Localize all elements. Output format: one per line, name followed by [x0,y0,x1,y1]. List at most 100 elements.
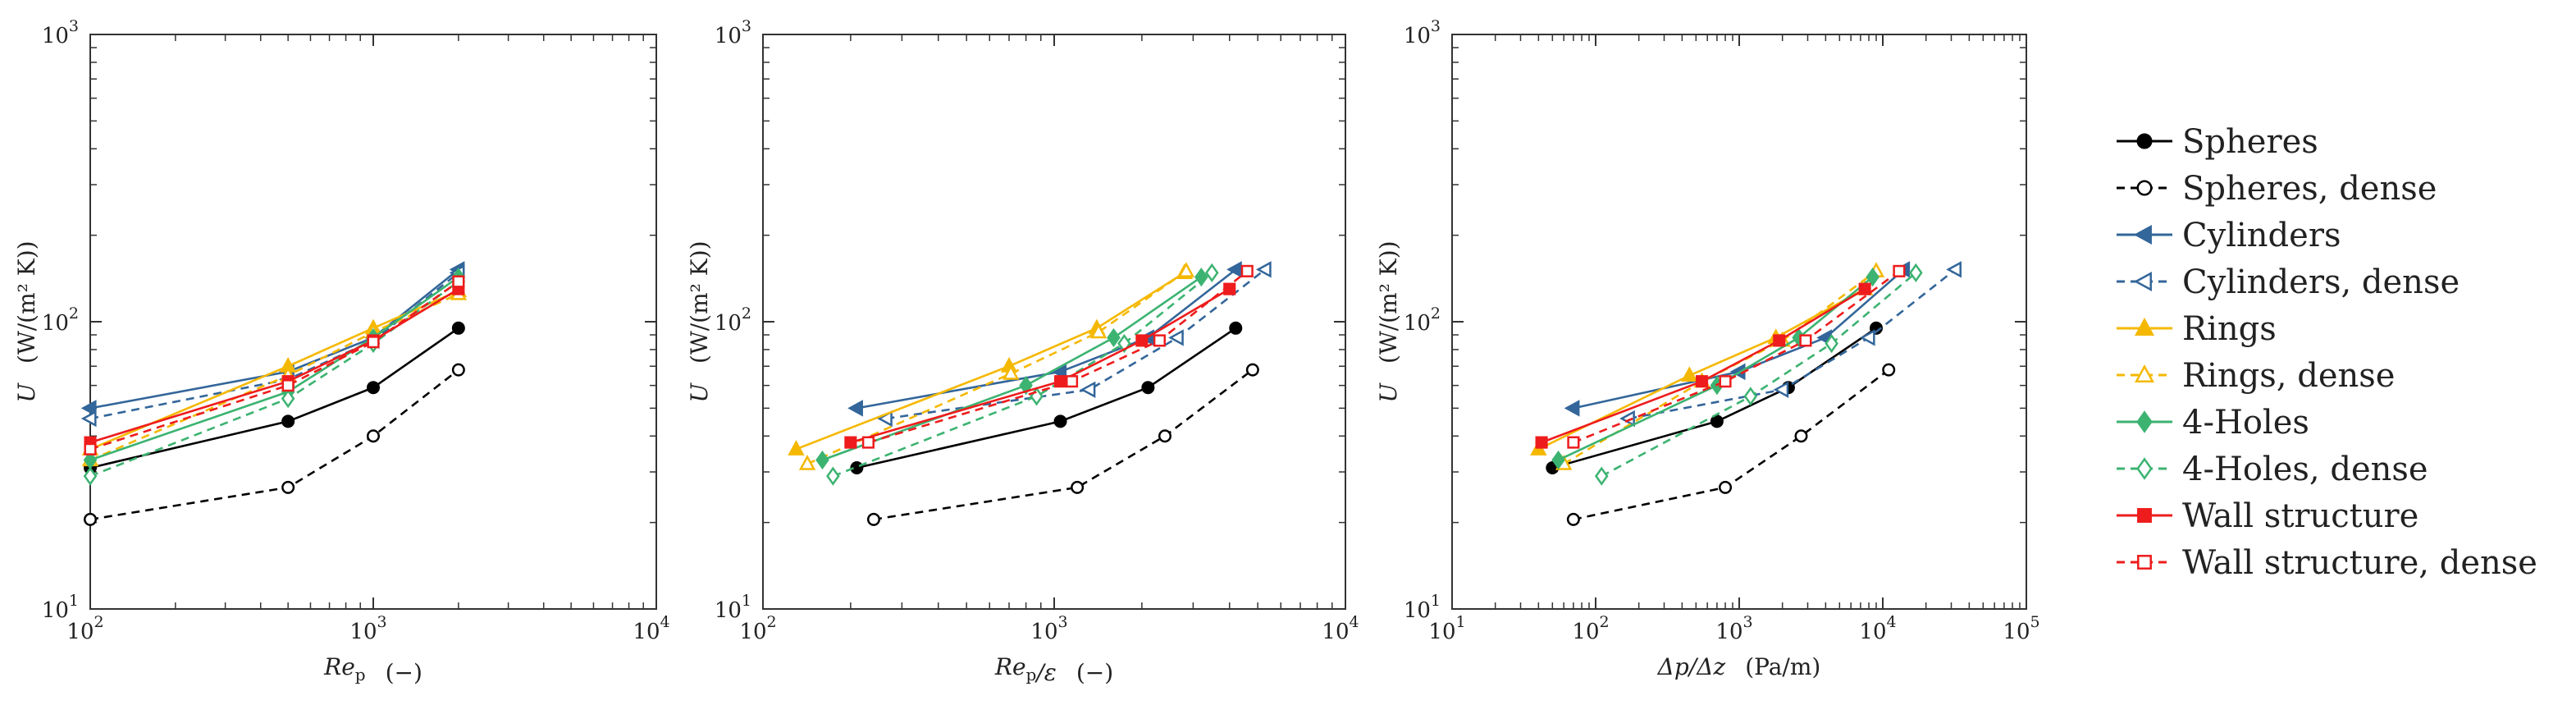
series-line [1551,327,1877,469]
x-tick-exp: 3 [377,613,387,631]
x-tick-label: 101 [1428,613,1465,644]
x-tick-label: 104 [1322,613,1359,644]
legend: Spheres Spheres, dense Cylinders Cylinders,… [2117,123,2537,582]
series-line [850,287,1231,444]
data-point [1053,414,1067,428]
x-tick-exp: 4 [1887,613,1897,631]
series-line [1573,369,1889,521]
x-tick-exp: 3 [1743,613,1753,631]
x-axis-label-unit: (Pa/m) [1745,653,1820,680]
series-line [1601,272,1917,478]
data-point [826,466,840,486]
legend-entry-spheres-dense: Spheres, dense [2117,170,2437,208]
y-tick-base: 10 [715,24,742,48]
series-line [1573,268,1905,410]
series-line [1573,270,1900,444]
data-point [1564,400,1580,417]
series-line [89,280,459,451]
x-axis-label: Rep (−) [323,653,422,686]
legend-label: Rings [2182,310,2277,348]
legend-marker [2136,180,2153,196]
data-point [1107,327,1121,348]
data-point [1893,264,1906,277]
y-tick-exp: 1 [69,592,79,610]
data-point [1567,436,1580,449]
series-line [822,276,1203,461]
series-line [873,369,1254,521]
data-point [1681,366,1698,382]
legend-entry-rings-dense: Rings, dense [2117,357,2395,395]
data-point [861,436,875,449]
x-tick-base: 10 [66,620,94,644]
y-tick-label: 102 [715,304,751,336]
legend-marker [2133,224,2152,245]
x-tick-label: 105 [2003,613,2039,644]
series-spheres-dense [866,363,1259,526]
x-tick-base: 10 [1030,620,1057,644]
legend-entry-rings: Rings [2117,310,2277,348]
x-axis-label-main: Re [994,653,1026,680]
x-tick-base: 10 [1572,620,1599,644]
data-point [1080,381,1096,399]
data-point [798,455,816,470]
series-line [886,268,1266,420]
legend-label: Cylinders, dense [2182,263,2460,301]
y-tick-exp: 2 [69,304,79,323]
x-tick-exp: 2 [1600,613,1610,631]
legend-entry-4-holes-dense: 4-Holes, dense [2117,451,2428,488]
data-point [1909,263,1923,283]
legend-label: 4-Holes [2182,404,2309,442]
y-axis-label: U (W/(m² K)) [1375,240,1402,402]
data-point [1240,264,1254,277]
y-axis-label-unit: (W/(m² K)) [686,240,713,364]
y-tick-label: 102 [1404,304,1441,336]
y-tick-label: 103 [1404,17,1441,48]
x-tick-base: 10 [1859,620,1886,644]
data-point [1594,466,1609,486]
x-tick-label: 102 [66,613,103,644]
plot-frame [762,34,1346,610]
data-point [367,336,380,349]
data-point [1946,261,1962,278]
series-4-holes-dense [826,263,1219,486]
data-point [1141,381,1155,395]
legend-entry-cylinders-dense: Cylinders, dense [2117,263,2460,301]
data-point [1773,334,1786,347]
x-tick-exp: 4 [660,613,670,631]
x-tick-label: 103 [349,613,386,644]
data-point [1566,512,1580,526]
x-axis-label-unit: (−) [386,659,422,686]
series-wall-structure-dense [861,264,1254,449]
data-point [451,363,465,377]
legend-entry-wall-structure-dense: Wall structure, dense [2117,544,2537,582]
data-point [1168,329,1184,346]
x-tick-label: 104 [1859,613,1896,644]
data-point [80,410,97,428]
data-point [1696,375,1709,388]
x-axis-label: Rep/ε (−) [994,653,1113,686]
y-tick-label: 101 [715,592,751,623]
y-tick-base: 10 [42,598,69,623]
y-axis-label-main: U [13,382,40,403]
y-axis-label: U (W/(m² K)) [686,240,713,402]
data-point [1089,323,1108,339]
series-4-holes [815,268,1208,470]
series-line [832,272,1213,478]
x-tick-base: 10 [633,620,660,644]
x-axis-label-main: Re [323,653,355,680]
data-point [84,442,97,456]
data-point [1719,375,1732,388]
y-tick-exp: 3 [1431,17,1441,35]
series-line [1563,270,1877,465]
x-tick-label: 103 [1030,613,1067,644]
legend-label: Spheres [2182,123,2318,161]
y-tick-label: 101 [42,592,79,623]
series-line [1628,268,1957,420]
series-spheres [850,321,1243,475]
y-tick-base: 10 [1404,598,1431,623]
y-axis-label-main: U [686,382,713,403]
legend-marker [2133,271,2152,292]
y-tick-exp: 3 [69,17,79,35]
x-tick-label: 102 [739,613,776,644]
x-tick-base: 10 [349,620,377,644]
